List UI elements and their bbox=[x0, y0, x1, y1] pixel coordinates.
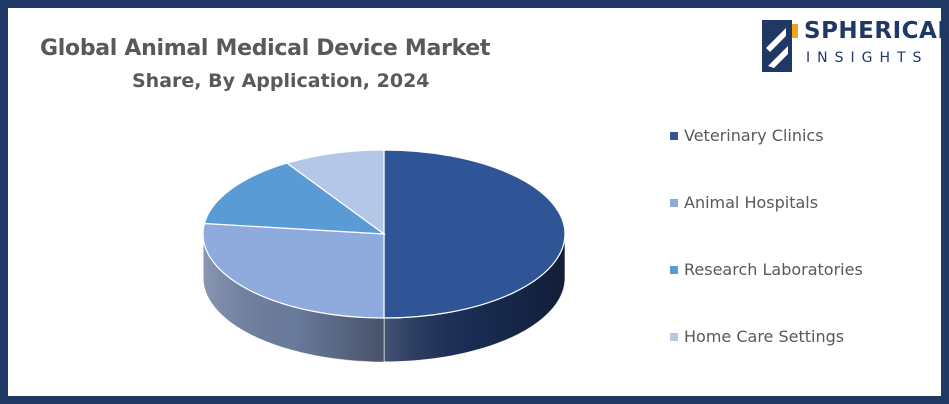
pie-slice-veterinary-clinics bbox=[383, 149, 566, 319]
pie-slice-research-laboratories bbox=[203, 162, 386, 235]
legend-swatch bbox=[670, 333, 678, 341]
chart-subtitle: Share, By Application, 2024 bbox=[132, 70, 430, 92]
legend-label: Home Care Settings bbox=[684, 327, 845, 346]
legend-swatch bbox=[670, 199, 678, 207]
legend-swatch bbox=[670, 266, 678, 274]
legend-label: Animal Hospitals bbox=[684, 193, 819, 212]
logo-word-primary: SPHERICAL bbox=[804, 18, 949, 44]
chart-legend: Veterinary Clinics Animal Hospitals Resear… bbox=[670, 126, 863, 394]
chart-card: Global Animal Medical Device Market Shar… bbox=[8, 8, 949, 396]
legend-item-home-care-settings: Home Care Settings bbox=[670, 327, 863, 394]
pie-side-animal-hospitals-shading bbox=[203, 234, 384, 362]
legend-swatch bbox=[670, 132, 678, 140]
pie-slice-animal-hospitals bbox=[202, 222, 385, 319]
spherical-insights-logo: SPHERICAL INSIGHTS bbox=[756, 14, 949, 76]
chart-title: Global Animal Medical Device Market bbox=[40, 36, 491, 61]
pie-chart bbox=[202, 149, 566, 363]
legend-label: Veterinary Clinics bbox=[684, 126, 824, 145]
pie-slice-home-care-settings bbox=[285, 149, 385, 236]
legend-item-research-laboratories: Research Laboratories bbox=[670, 260, 863, 327]
logo-mark-icon bbox=[762, 20, 798, 72]
legend-item-veterinary-clinics: Veterinary Clinics bbox=[670, 126, 863, 193]
logo-word-secondary: INSIGHTS bbox=[806, 50, 929, 66]
legend-item-animal-hospitals: Animal Hospitals bbox=[670, 193, 863, 260]
pie-side-veterinary-clinics-shading bbox=[384, 234, 565, 362]
legend-label: Research Laboratories bbox=[684, 260, 863, 279]
